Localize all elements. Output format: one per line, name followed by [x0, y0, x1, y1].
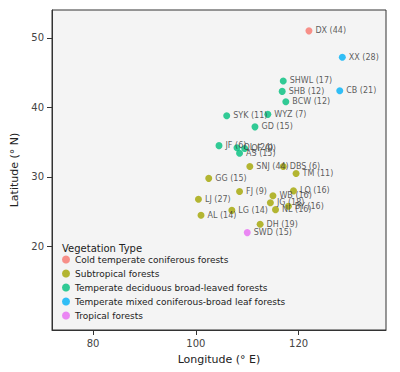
svg-text:WYZ (7): WYZ (7) [274, 110, 306, 119]
svg-text:FJ (9): FJ (9) [246, 187, 267, 196]
svg-text:Longitude (° E): Longitude (° E) [178, 353, 261, 366]
svg-text:40: 40 [31, 102, 44, 113]
svg-text:100: 100 [186, 338, 205, 349]
svg-text:DH (19): DH (19) [266, 219, 298, 229]
svg-text:SWD (15): SWD (15) [254, 228, 292, 237]
svg-text:DBS (6): DBS (6) [289, 162, 321, 171]
svg-text:SHB (12): SHB (12) [289, 87, 325, 96]
svg-text:Vegetation Type: Vegetation Type [62, 243, 142, 254]
svg-text:120: 120 [289, 338, 308, 349]
svg-text:XX (28): XX (28) [349, 53, 379, 62]
svg-text:50: 50 [31, 32, 44, 43]
svg-text:Temperate mixed coniferous-bro: Temperate mixed coniferous-broad leaf fo… [74, 297, 285, 307]
svg-text:GD (15): GD (15) [261, 122, 292, 131]
svg-text:Subtropical forests: Subtropical forests [75, 269, 160, 279]
svg-text:SHWL (17): SHWL (17) [290, 76, 332, 85]
svg-text:WB (16): WB (16) [279, 191, 312, 201]
svg-text:SYK (11): SYK (11) [233, 111, 267, 120]
svg-text:30: 30 [31, 171, 44, 182]
svg-text:20: 20 [31, 241, 44, 252]
svg-text:BCW (12): BCW (12) [292, 97, 330, 106]
svg-text:JF (6): JF (6) [225, 141, 247, 150]
svg-text:BY (16): BY (16) [295, 202, 324, 211]
svg-text:Cold temperate coniferous fore: Cold temperate coniferous forests [75, 255, 229, 265]
svg-text:DX (44): DX (44) [315, 26, 346, 35]
svg-text:AL (14): AL (14) [208, 211, 237, 220]
svg-text:CB (21): CB (21) [346, 86, 376, 95]
svg-text:SNJ (44): SNJ (44) [256, 162, 288, 171]
svg-text:GG (15): GG (15) [215, 174, 246, 183]
svg-text:LG (14): LG (14) [238, 206, 268, 215]
svg-text:80: 80 [87, 338, 100, 349]
svg-text:LQ (16): LQ (16) [300, 186, 330, 195]
svg-text:AS (15): AS (15) [246, 149, 276, 158]
svg-text:Latitude (° N): Latitude (° N) [8, 133, 21, 208]
svg-text:JG (18): JG (18) [276, 198, 305, 208]
svg-text:TM (11): TM (11) [302, 169, 334, 178]
svg-text:LJ (27): LJ (27) [205, 195, 231, 204]
svg-text:Tropical forests: Tropical forests [74, 311, 143, 321]
svg-text:Temperate deciduous broad-leav: Temperate deciduous broad-leaved forests [74, 283, 268, 293]
